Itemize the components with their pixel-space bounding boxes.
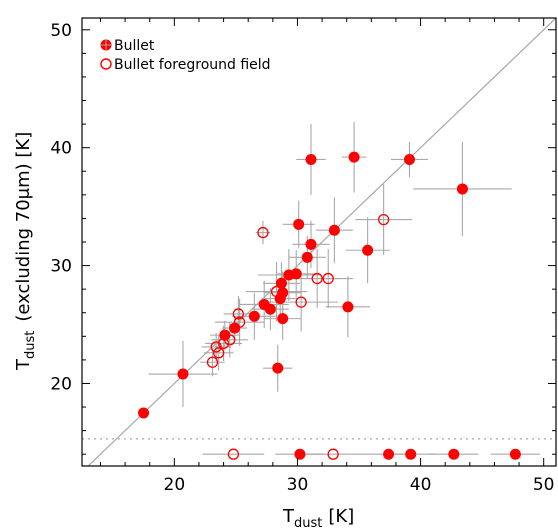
data-point-bullet: [248, 310, 260, 322]
data-point-bullet: [328, 224, 340, 236]
data-point-bullet: [293, 218, 305, 230]
plot-frame: [81, 17, 557, 467]
data-point-bullet: [294, 448, 306, 460]
data-point-bullet: [219, 329, 231, 341]
x-axis-label-unit: [K]: [328, 506, 354, 527]
y-axis-label-sub: dust: [23, 331, 38, 359]
data-point-foreground: [224, 334, 236, 346]
data-point-foreground: [327, 448, 339, 460]
legend: Bullet Bullet foreground field: [100, 38, 271, 73]
one-to-one-line: [87, 18, 556, 466]
x-axis-label-main: T: [282, 506, 295, 527]
axis-ticks: [82, 18, 556, 466]
data-point-foreground: [311, 272, 323, 285]
y-axis-label-main: T: [13, 358, 34, 371]
tick-labels: 20 30 40 50 20 30 40 50: [50, 21, 554, 495]
y-tick-label: 40: [50, 139, 72, 159]
data-point-foreground: [257, 226, 269, 239]
y-tick-label: 20: [50, 374, 72, 394]
x-tick-label: 50: [533, 475, 555, 495]
data-point-bullet: [277, 313, 289, 325]
data-point-foreground: [232, 308, 245, 320]
y-axis-label-rest: (excluding 70μm) [K]: [13, 132, 34, 322]
data-point-bullet: [272, 362, 284, 374]
data-point-bullet: [264, 303, 276, 315]
data-point-foreground: [322, 272, 334, 285]
data-point-bullet: [305, 238, 317, 250]
data-point-foreground: [213, 347, 225, 359]
x-tick-label: 20: [164, 475, 186, 495]
x-tick-label: 30: [287, 475, 309, 495]
y-tick-label: 50: [50, 21, 72, 41]
data-point-foreground: [206, 356, 219, 368]
data-point-bullet: [290, 268, 302, 280]
data-point-bullet: [509, 448, 521, 460]
data-point-bullet: [405, 448, 417, 460]
y-tick-label: 30: [50, 257, 72, 277]
x-tick-label: 40: [410, 475, 432, 495]
y-axis-label: Tdust (excluding 70μm) [K]: [13, 132, 38, 371]
data-point-bullet: [229, 322, 241, 334]
data-point-bullet: [305, 153, 317, 165]
data-point-bullet: [456, 183, 468, 195]
data-point-foreground: [270, 285, 283, 298]
x-axis-label: Tdust [K]: [282, 506, 354, 529]
data-point-foreground: [210, 341, 222, 353]
data-point-bullet: [448, 448, 460, 460]
data-point-foreground: [233, 316, 246, 328]
data-point-bullet: [177, 368, 189, 380]
x-axis-label-sub: dust: [294, 516, 322, 529]
data-point-bullet: [362, 244, 374, 256]
data-point-bullet: [383, 448, 395, 460]
legend-label-bullet: Bullet: [114, 38, 155, 54]
data-point-bullet: [348, 151, 360, 163]
plot-clipped-group: [82, 18, 556, 466]
data-point-foreground: [227, 448, 240, 460]
plot-area: [82, 18, 556, 466]
data-point-bullet: [275, 277, 287, 289]
data-point-bullet: [342, 301, 354, 313]
data-point-bullet: [403, 153, 415, 165]
data-point-bullet: [138, 407, 150, 419]
data-point-foreground: [217, 337, 230, 350]
legend-marker-foreground: [100, 58, 112, 70]
data-point-foreground: [295, 296, 307, 308]
legend-label-foreground: Bullet foreground field: [114, 57, 271, 73]
data-point-foreground: [377, 213, 390, 226]
data-point-bullet: [301, 251, 313, 263]
